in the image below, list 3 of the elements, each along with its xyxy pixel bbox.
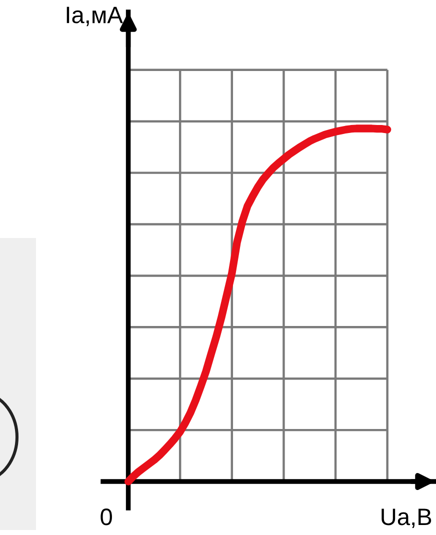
x-axis-title: Ua,В <box>382 508 432 528</box>
text: 0 <box>100 508 112 526</box>
y-axis-title: Ia,мА <box>66 6 123 26</box>
